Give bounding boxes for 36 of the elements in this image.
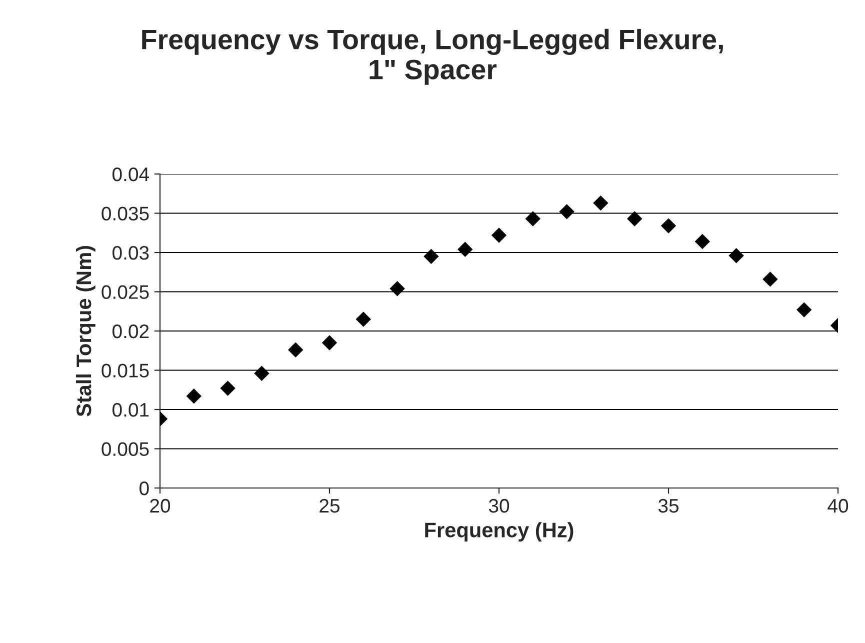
chart-title: Frequency vs Torque, Long-Legged Flexure, 1" Spacer [142, 28, 723, 85]
y-tick-label: 0.025 [102, 285, 149, 299]
point [322, 335, 338, 350]
point [254, 366, 270, 381]
point [660, 218, 676, 234]
y-tick-label: 0.03 [112, 246, 149, 260]
point [559, 204, 574, 220]
x-tick-label: 25 [320, 498, 340, 513]
point [390, 281, 405, 296]
y-tick-label: 0.02 [112, 324, 149, 338]
point [220, 380, 236, 396]
y-tick-label: 0.04 [112, 167, 150, 182]
y-tick-label: 0 [140, 481, 149, 496]
point [694, 234, 710, 250]
x-tick-label: 20 [150, 498, 170, 513]
y-tick-label: 0.015 [102, 364, 149, 378]
point [762, 272, 778, 287]
y-axis-title: Stall Torque (Nm) [76, 246, 96, 416]
point [186, 388, 202, 404]
point [424, 248, 439, 264]
y-tick-label: 0.01 [112, 402, 149, 417]
y-tick-label: 0.035 [102, 206, 149, 220]
point [728, 248, 744, 264]
point [525, 211, 541, 226]
point [356, 312, 372, 327]
point [626, 211, 642, 226]
point [457, 242, 473, 257]
point [593, 195, 608, 211]
x-tick-label: 35 [658, 498, 678, 513]
point [491, 228, 507, 243]
point [288, 342, 304, 358]
point [796, 302, 812, 318]
x-tick-label: 30 [488, 498, 510, 513]
x-axis-title: Frequency (Hz) [425, 522, 574, 542]
x-tick-label: 40 [828, 498, 848, 513]
y-tick-label: 0.005 [102, 442, 149, 456]
